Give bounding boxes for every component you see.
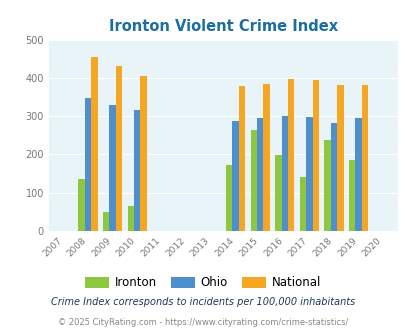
Bar: [299, 177, 305, 231]
Bar: [78, 179, 85, 231]
Bar: [127, 206, 134, 231]
Bar: [232, 121, 238, 231]
Bar: [91, 57, 98, 231]
Bar: [354, 118, 361, 231]
Bar: [324, 140, 330, 231]
Bar: [238, 86, 245, 231]
Bar: [140, 76, 147, 231]
Bar: [109, 105, 115, 231]
Bar: [305, 116, 312, 231]
Bar: [287, 79, 294, 231]
Bar: [85, 98, 91, 231]
Bar: [312, 80, 318, 231]
Bar: [115, 66, 122, 231]
Bar: [226, 165, 232, 231]
Bar: [330, 123, 336, 231]
Bar: [281, 116, 287, 231]
Bar: [103, 212, 109, 231]
Title: Ironton Violent Crime Index: Ironton Violent Crime Index: [109, 19, 337, 34]
Bar: [263, 84, 269, 231]
Bar: [361, 85, 367, 231]
Text: © 2025 CityRating.com - https://www.cityrating.com/crime-statistics/: © 2025 CityRating.com - https://www.city…: [58, 318, 347, 327]
Legend: Ironton, Ohio, National: Ironton, Ohio, National: [80, 272, 325, 294]
Bar: [250, 130, 256, 231]
Text: Crime Index corresponds to incidents per 100,000 inhabitants: Crime Index corresponds to incidents per…: [51, 297, 354, 307]
Bar: [336, 85, 343, 231]
Bar: [275, 155, 281, 231]
Bar: [134, 111, 140, 231]
Bar: [348, 160, 354, 231]
Bar: [256, 118, 263, 231]
